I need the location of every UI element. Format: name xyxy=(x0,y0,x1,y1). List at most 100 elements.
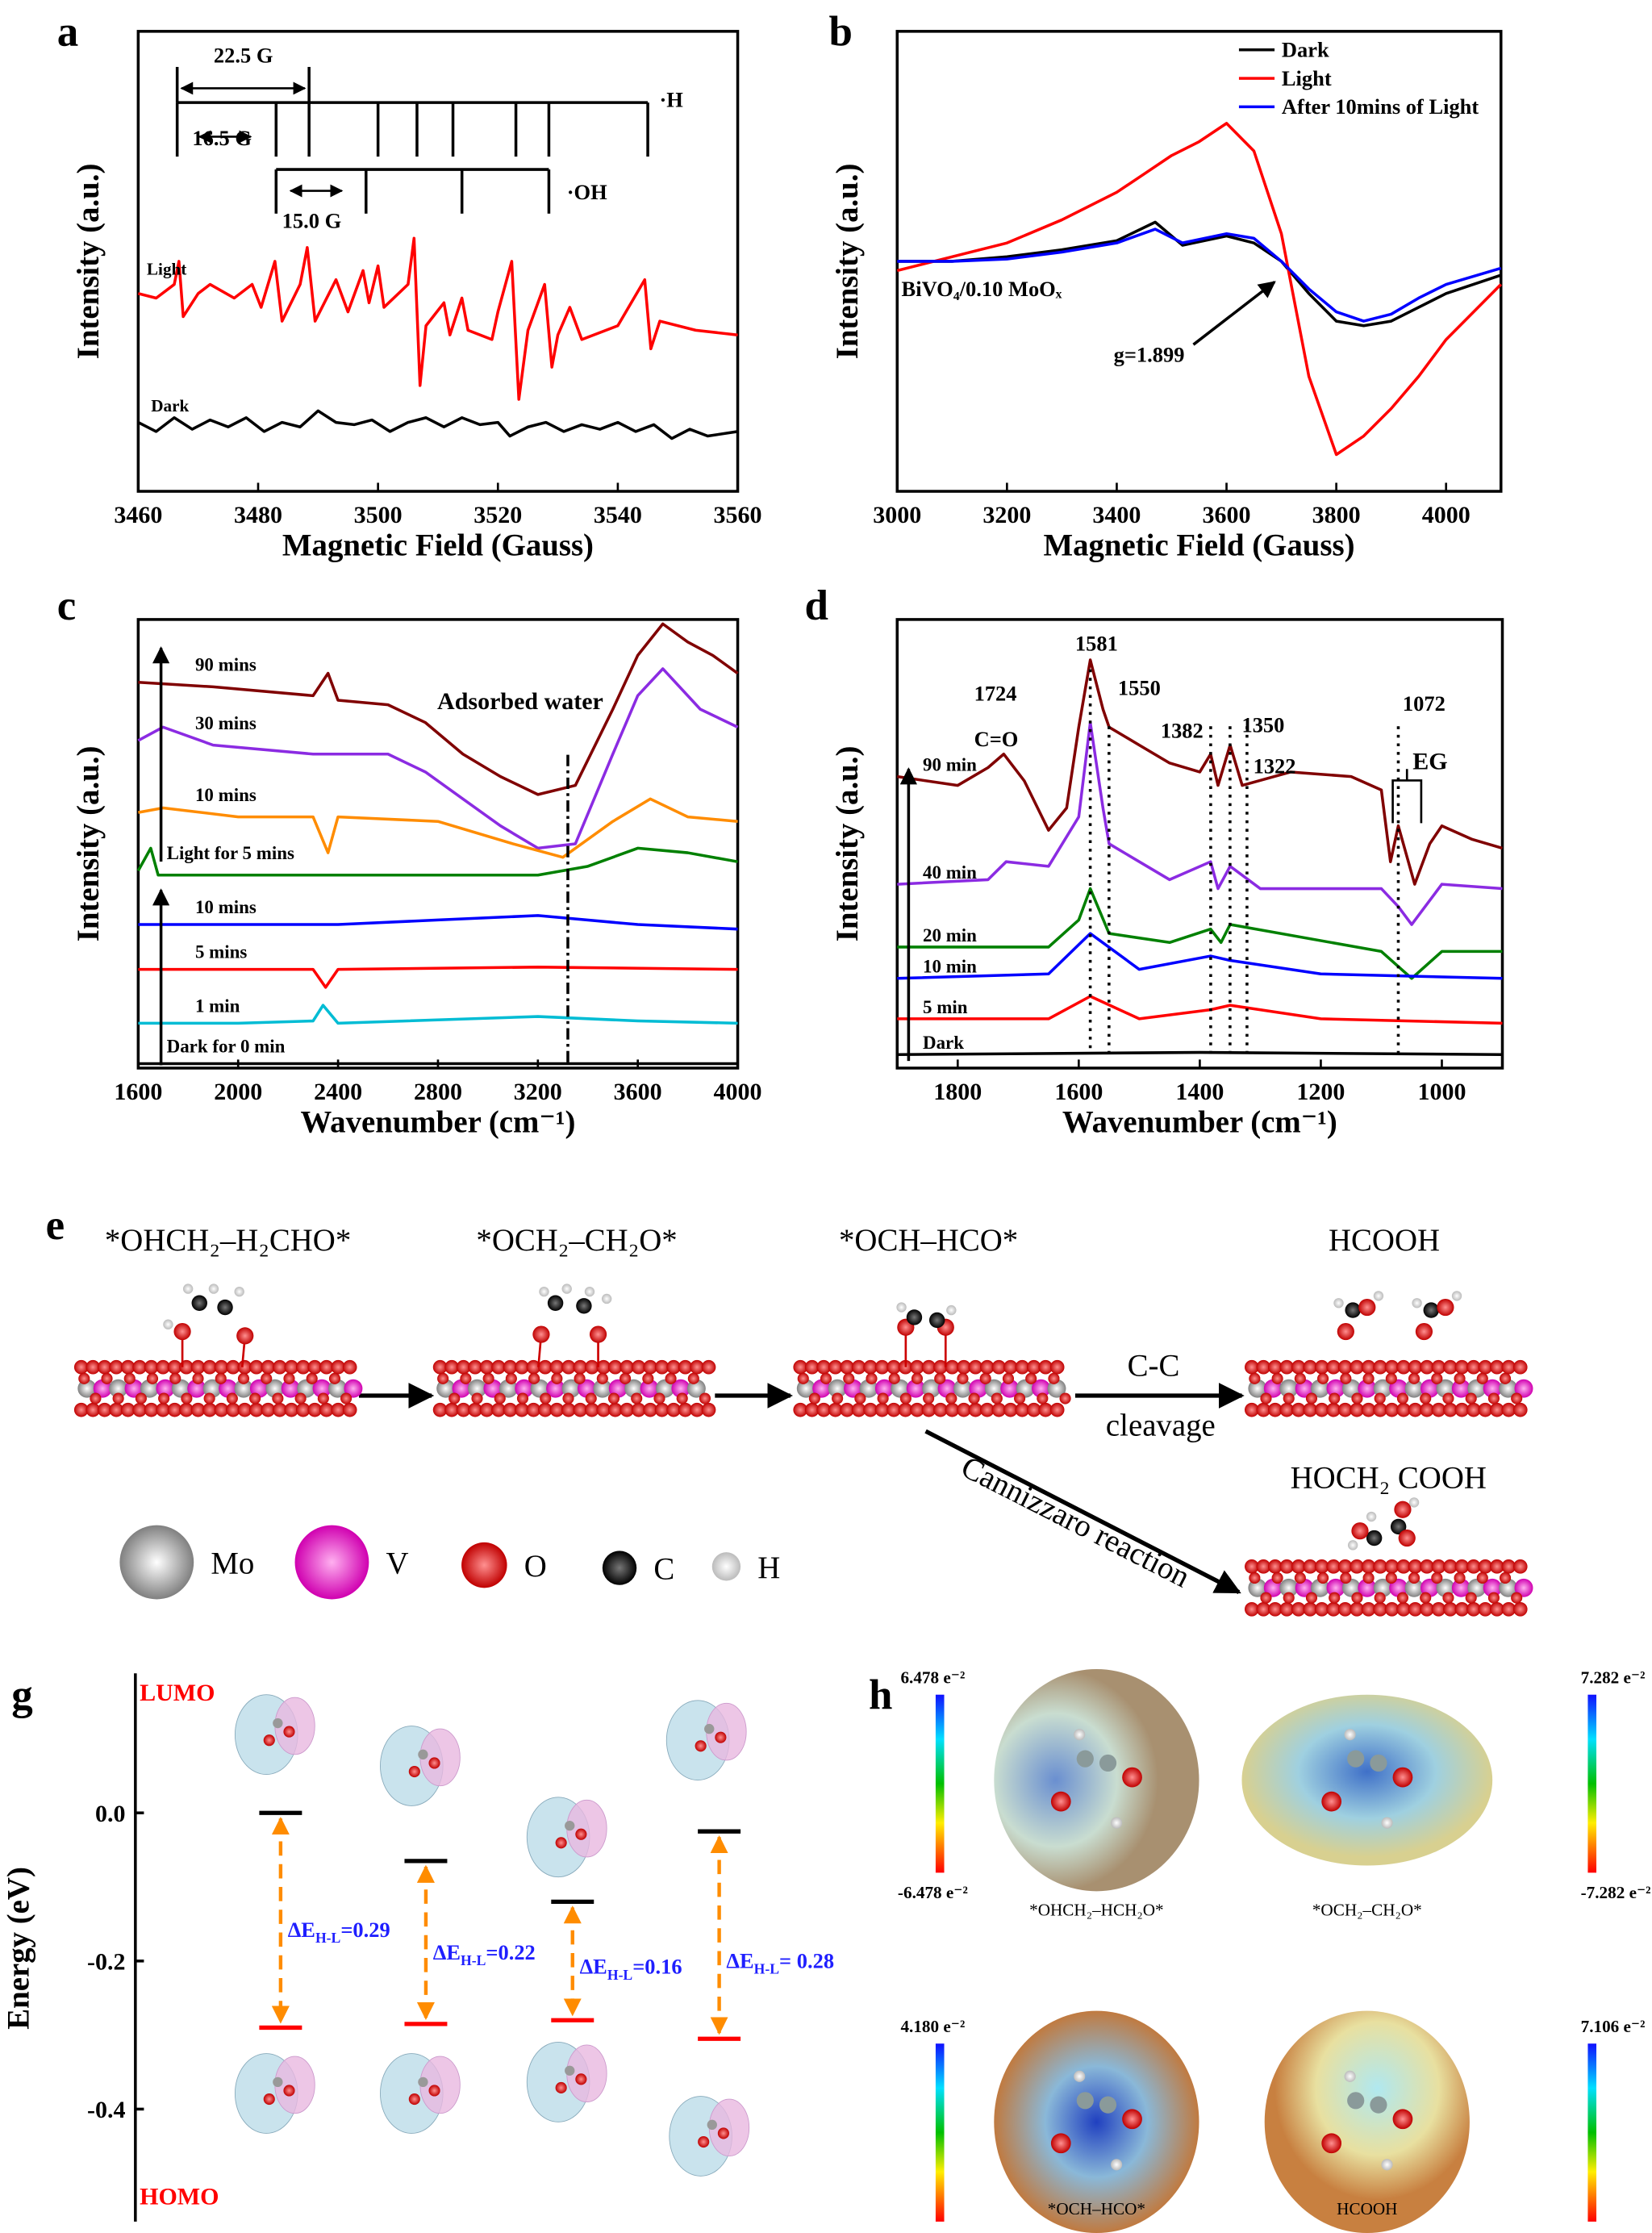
homo-orbital-image xyxy=(234,2053,315,2134)
series-label: 5 mins xyxy=(195,942,247,962)
y-axis-label: Intensity (a.u.) xyxy=(830,746,865,942)
esp-map: 7.282 e⁻² -7.282 e⁻² *OCH₂–CH₂O* xyxy=(1241,1668,1651,1919)
series-line-dark xyxy=(897,220,1502,328)
panel-label-g: g xyxy=(11,1672,32,1718)
panel-label-b: b xyxy=(829,8,853,55)
panel-label-c: c xyxy=(57,582,77,629)
esp-surface xyxy=(1241,1694,1493,1866)
esp-surface xyxy=(994,2010,1199,2233)
catalyst-slab xyxy=(1245,1559,1533,1617)
series-line-dark xyxy=(137,409,738,440)
molecule-hcooh xyxy=(1333,1291,1462,1341)
scale-min-label: -4.180 e⁻² xyxy=(898,2232,968,2233)
x-tick-label: 3800 xyxy=(1312,502,1361,528)
scale-max-label: 7.106 e⁻² xyxy=(1581,2017,1646,2036)
homo-orbital-image xyxy=(526,2042,607,2122)
x-tick-label: 3000 xyxy=(873,502,921,528)
molecule-state-1 xyxy=(163,1283,254,1367)
peak-1724: 1724 xyxy=(974,682,1017,706)
legend-light: Light xyxy=(1282,66,1332,90)
gap-value: = 0.28 xyxy=(779,1949,834,1973)
x-tick-label: 2800 xyxy=(414,1079,462,1105)
series-line-dark xyxy=(897,1050,1503,1056)
series-line-5-mins xyxy=(138,966,738,989)
esp-surface xyxy=(994,1668,1199,1892)
scale-min-label: -7.106 e⁻² xyxy=(1581,2232,1651,2233)
scale-min-label: -6.478 e⁻² xyxy=(898,1883,968,1902)
esp-molecule-label: HCOOH xyxy=(1337,2199,1397,2218)
series-label: 40 min xyxy=(923,862,977,883)
x-tick-label: 1400 xyxy=(1175,1079,1224,1105)
x-tick-label: 3460 xyxy=(114,502,162,528)
legend-sphere-mo xyxy=(119,1525,194,1600)
panel-b-annotations: Dark Light After 10mins of Light BiVO₄/0… xyxy=(902,38,1479,367)
esp-molecule-label: *OHCH₂–HCH₂O* xyxy=(1029,1900,1164,1919)
scale-max-label: 7.282 e⁻² xyxy=(1581,1668,1646,1688)
legend-label-c: C xyxy=(653,1552,674,1587)
peak-1350: 1350 xyxy=(1241,712,1284,737)
x-axis-label: Magnetic Field (Gauss) xyxy=(282,528,594,562)
x-tick-label: 3600 xyxy=(614,1079,662,1105)
gap-value: =0.22 xyxy=(486,1940,535,1964)
gap-value: =0.16 xyxy=(632,1955,682,1979)
lumo-orbital-image xyxy=(234,1694,315,1776)
x-tick-label: 3600 xyxy=(1203,502,1251,528)
series-label: 10 mins xyxy=(195,897,257,917)
series-line-10-mins xyxy=(138,914,738,931)
gap-symbol: ΔE xyxy=(433,1940,461,1964)
gap-value: =0.29 xyxy=(340,1918,390,1942)
x-axis-label: Magnetic Field (Gauss) xyxy=(1043,528,1354,562)
plot-frame xyxy=(136,30,740,493)
series-label: 90 mins xyxy=(195,655,257,675)
peak-co: C=O xyxy=(974,727,1019,751)
panel-label-e: e xyxy=(46,1202,65,1249)
chart-a: 3460 3480 3500 3520 3540 3560 Magnetic Field (… xyxy=(71,30,762,562)
series-label-light: Light xyxy=(147,260,186,279)
legend-label-h: H xyxy=(757,1551,780,1585)
series-line-10-mins xyxy=(138,797,738,859)
x-tick-label: 3200 xyxy=(514,1079,562,1105)
panel-label-h: h xyxy=(869,1672,892,1718)
split-16-label: 16.5 G xyxy=(192,126,252,150)
gap-symbol: ΔE xyxy=(288,1918,315,1942)
legend-label-v: V xyxy=(386,1546,409,1581)
peak-1581: 1581 xyxy=(1075,632,1118,656)
gap-label: ΔEH-L= 0.28 xyxy=(726,1949,834,1977)
x-tick-label: 4000 xyxy=(1422,502,1471,528)
legend-label-o: O xyxy=(524,1549,547,1584)
esp-molecule-label: *OCH₂–CH₂O* xyxy=(1312,1900,1422,1919)
series-label: Dark xyxy=(923,1033,964,1053)
color-scale-bar xyxy=(1587,2043,1597,2222)
panel-label-d: d xyxy=(805,582,828,629)
scale-max-label: 4.180 e⁻² xyxy=(900,2017,965,2036)
charts: 3460 3480 3500 3520 3540 3560 Magnetic Field (… xyxy=(1,30,1504,2222)
x-tick-label: 1600 xyxy=(1054,1079,1103,1105)
x-tick-label: 3560 xyxy=(714,502,762,528)
peak-eg: EG xyxy=(1412,748,1447,774)
color-scale-bar xyxy=(935,1694,945,1873)
series-line-5-min xyxy=(897,995,1503,1025)
state-2-label: *OCH₂–CH₂O* xyxy=(476,1223,677,1258)
molecule-glycolic-acid xyxy=(1347,1497,1420,1551)
series-line-1-min xyxy=(138,1004,738,1025)
series-line-90-mins xyxy=(138,622,739,796)
y-tick-label: 0.0 xyxy=(95,1801,126,1827)
y-axis-label: Intensity (a.u.) xyxy=(71,164,106,360)
legend-label-mo: Mo xyxy=(211,1546,254,1581)
esp-surface xyxy=(1264,2010,1470,2233)
atom-legend: Mo V O C H xyxy=(119,1525,780,1600)
homo-label: HOMO xyxy=(140,2184,219,2210)
product-glycolic-label: HOCH₂ COOH xyxy=(1291,1461,1487,1496)
cc-label: C-C xyxy=(1128,1348,1180,1383)
gap-subscript: H-L xyxy=(315,1930,341,1946)
lumo-orbital-image xyxy=(380,1726,461,1806)
x-tick-label: 3200 xyxy=(982,502,1031,528)
gap-label: ΔEH-L=0.16 xyxy=(580,1955,682,1983)
series-label: 5 min xyxy=(923,997,968,1017)
x-axis-label: Wavenumber (cm⁻¹) xyxy=(1062,1104,1337,1139)
oh-radical-label: ·OH xyxy=(567,180,607,204)
peak-1072: 1072 xyxy=(1403,691,1446,716)
gap-subscript: H-L xyxy=(461,1952,486,1968)
sample-label: BiVO₄/0.10 MoOₓ xyxy=(902,277,1062,301)
